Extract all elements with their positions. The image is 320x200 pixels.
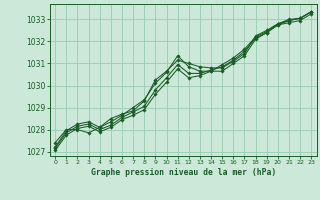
X-axis label: Graphe pression niveau de la mer (hPa): Graphe pression niveau de la mer (hPa) [91,168,276,177]
